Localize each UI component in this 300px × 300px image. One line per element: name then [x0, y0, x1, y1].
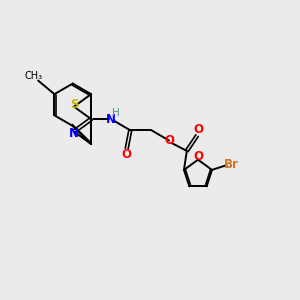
Text: O: O — [194, 123, 204, 136]
Text: N: N — [69, 128, 79, 140]
Text: O: O — [164, 134, 174, 147]
Text: S: S — [70, 98, 78, 111]
Text: CH₃: CH₃ — [24, 71, 42, 81]
Text: O: O — [122, 148, 132, 161]
Text: H: H — [112, 108, 120, 118]
Text: N: N — [106, 112, 116, 126]
Text: Br: Br — [224, 158, 239, 171]
Text: O: O — [193, 150, 203, 163]
